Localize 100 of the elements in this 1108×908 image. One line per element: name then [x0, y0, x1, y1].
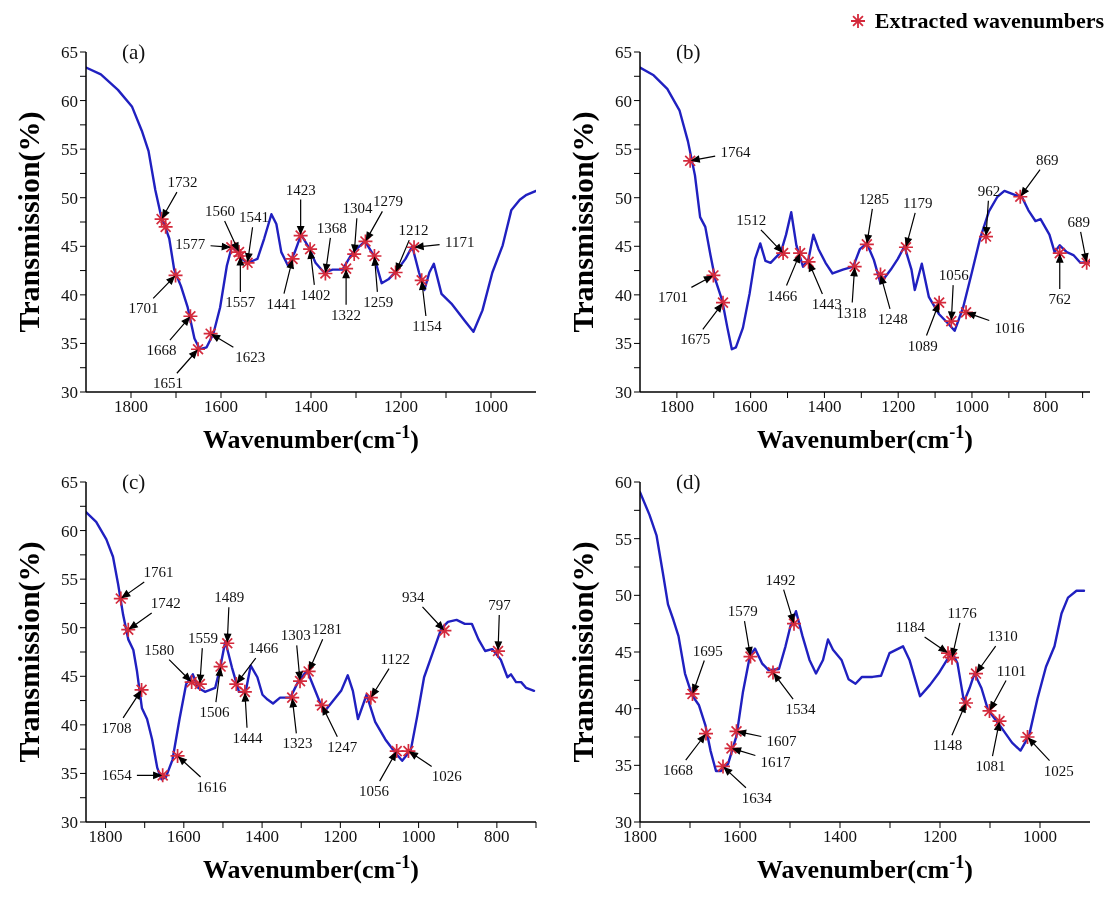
point [698, 725, 714, 742]
y-tick-label: 55 [61, 140, 78, 160]
annotation: 934 [402, 588, 426, 605]
x-tick-label: 1800 [114, 397, 148, 417]
point [705, 267, 722, 284]
x-tick-label: 1800 [88, 827, 123, 847]
point [314, 697, 330, 714]
annotation: 1285 [858, 190, 889, 207]
annotation: 1668 [663, 762, 694, 779]
annotation: 797 [488, 597, 512, 614]
chart-title: (d) [676, 470, 701, 495]
annotation: 1154 [412, 317, 443, 334]
annotation: 1423 [285, 181, 316, 198]
annotation: 1695 [692, 642, 723, 659]
y-tick-label: 30 [61, 813, 78, 833]
annotation: 1742 [150, 595, 181, 612]
x-axis-title: Wavenumber(cm$^{-1}$) [757, 422, 973, 454]
x-tick-label: 1400 [823, 827, 857, 847]
point [192, 676, 208, 692]
annotation: 1466 [248, 640, 279, 657]
point [120, 621, 137, 638]
point [792, 245, 808, 261]
point [715, 294, 731, 311]
point [388, 743, 405, 759]
y-tick-label: 40 [61, 285, 78, 305]
point [400, 743, 417, 759]
legend-label: Extracted wavenumbers [874, 8, 1104, 34]
chart-title: (a) [122, 40, 146, 65]
point [800, 253, 817, 270]
annotation: 1212 [398, 222, 429, 239]
annotation: 1304 [342, 200, 374, 217]
x-tick-label: 1400 [294, 397, 328, 417]
annotation: 1025 [1043, 762, 1074, 779]
annotation: 1444 [232, 729, 264, 746]
annotation: 1559 [187, 630, 218, 647]
point [284, 251, 301, 267]
point [112, 590, 129, 607]
x-axis-title: Wavenumber(cm$^{-1}$) [203, 852, 419, 884]
y-tick-label: 45 [61, 237, 78, 257]
annotation: 1701 [128, 300, 159, 317]
annotation: 1171 [445, 234, 475, 251]
x-tick-label: 800 [484, 827, 510, 847]
x-tick-label: 1000 [401, 827, 436, 847]
annotation: 1579 [727, 603, 758, 620]
point [436, 622, 453, 639]
y-axis-title: Transmission(%) [565, 541, 600, 763]
y-tick-label: 30 [61, 383, 78, 403]
x-tick-label: 800 [1032, 397, 1059, 417]
annotation: 1560 [205, 203, 235, 220]
x-axis-title: Wavenumber(cm$^{-1}$) [757, 852, 973, 884]
annotation: 762 [1048, 291, 1071, 308]
chart-title: (b) [676, 40, 701, 65]
point [1019, 729, 1036, 745]
point [728, 723, 745, 740]
annotation: 1623 [235, 349, 266, 366]
annotation: 1580 [144, 641, 175, 658]
point [169, 748, 186, 764]
y-tick-label: 40 [615, 699, 632, 719]
y-tick-label: 45 [61, 667, 78, 687]
point [958, 304, 974, 321]
y-tick-label: 65 [61, 43, 78, 63]
annotation: 1248 [877, 310, 908, 327]
annotation: 1279 [373, 193, 403, 210]
point [406, 239, 422, 256]
annotation: 1310 [987, 628, 1018, 645]
y-tick-label: 30 [615, 383, 632, 403]
x-tick-label: 1400 [807, 397, 842, 417]
point [231, 244, 247, 260]
point [346, 246, 363, 262]
line-series [86, 510, 536, 781]
point [981, 703, 998, 719]
x-tick-label: 1000 [474, 397, 508, 417]
point [357, 233, 374, 250]
annotation: 1512 [736, 211, 767, 228]
annotation: 1708 [101, 719, 132, 736]
x-tick-label: 1000 [954, 397, 989, 417]
annotation: 1179 [903, 194, 933, 211]
y-tick-label: 65 [61, 473, 78, 493]
x-tick-label: 1800 [659, 397, 694, 417]
annotation: 1654 [101, 767, 133, 784]
point [366, 248, 383, 264]
point [872, 266, 889, 283]
annotation: 1176 [947, 604, 978, 621]
point [1051, 245, 1068, 261]
annotation: 1616 [196, 778, 228, 795]
x-tick-label: 1600 [166, 827, 201, 847]
y-tick-label: 55 [615, 140, 632, 160]
annotation: 1761 [143, 564, 174, 581]
annotation: 1016 [994, 319, 1025, 336]
y-axis-title: Transmission(%) [11, 541, 46, 763]
annotation: 1764 [720, 144, 751, 161]
point [968, 665, 984, 682]
point [182, 308, 199, 325]
annotation: 1402 [300, 286, 331, 303]
annotation: 962 [977, 182, 1001, 199]
y-tick-label: 60 [615, 91, 632, 111]
annotation: 1056 [358, 783, 390, 800]
x-tick-label: 1200 [384, 397, 418, 417]
point [133, 682, 150, 698]
annotation: 1541 [238, 209, 269, 226]
